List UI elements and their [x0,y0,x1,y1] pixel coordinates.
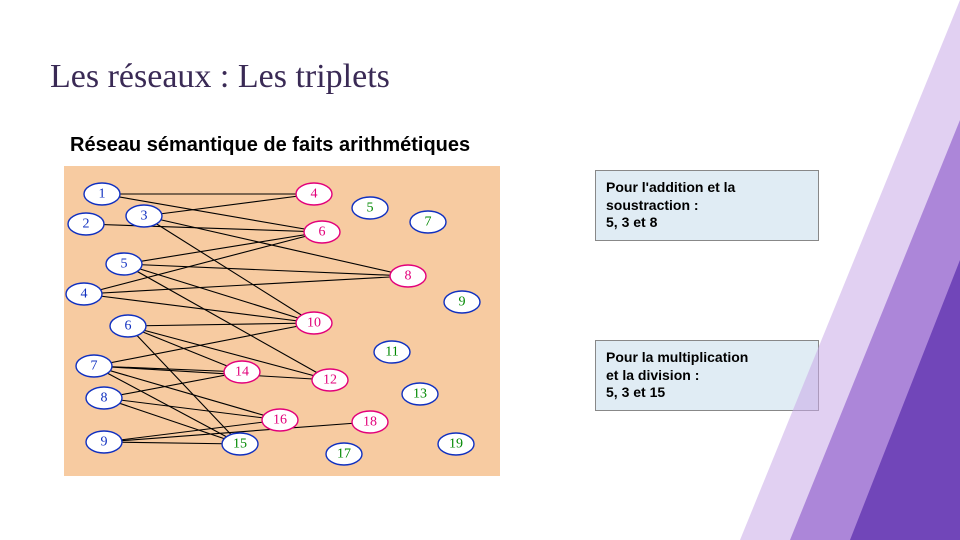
callout-line: soustraction : [606,197,699,213]
edge [124,264,314,323]
node-label: 7 [425,215,432,230]
node-label: 8 [101,391,108,406]
callout-line: 5, 3 et 15 [606,384,665,400]
diagram-subtitle: Réseau sémantique de faits arithmétiques [70,134,470,157]
node-label: 19 [449,437,463,452]
edge [104,442,240,444]
node-label: 9 [101,435,108,450]
edge [128,326,240,444]
edge [128,323,314,326]
node-label: 13 [413,387,427,402]
edge [104,398,280,420]
node-label: 3 [141,209,148,224]
callout-multiplication: Pour la multiplication et la division : … [595,340,819,411]
node-label: 16 [273,413,287,428]
node-label: 15 [233,437,247,452]
callout-addition: Pour l'addition et la soustraction : 5, … [595,170,819,241]
page-title: Les réseaux : Les triplets [50,58,390,96]
node-label: 17 [337,447,351,462]
node-label: 4 [311,187,318,202]
edge [94,366,242,372]
node-label: 12 [323,373,337,388]
edge [128,326,242,372]
node-label: 6 [319,225,326,240]
callout-line: 5, 3 et 8 [606,214,657,230]
node-label: 9 [459,295,466,310]
callout-line: et la division : [606,367,699,383]
node-label: 14 [235,365,249,380]
node-label: 5 [367,201,374,216]
node-label: 4 [81,287,88,302]
node-label: 6 [125,319,132,334]
node-label: 7 [91,359,98,374]
decorative-triangles [700,0,960,540]
edge [104,372,242,398]
edge [84,276,408,294]
edge [124,232,322,264]
node-label: 5 [121,257,128,272]
node-label: 8 [405,269,412,284]
node-label: 18 [363,415,377,430]
edge [144,194,314,216]
callout-line: Pour la multiplication [606,349,748,365]
semantic-network-diagram: 12345678945678910111213141516171819 [64,166,500,476]
network-svg: 12345678945678910111213141516171819 [64,166,500,476]
edge [86,224,322,232]
node-label: 1 [99,187,106,202]
callout-line: Pour l'addition et la [606,179,735,195]
node-label: 2 [83,217,90,232]
node-label: 10 [307,316,321,331]
edge [144,216,314,323]
node-label: 11 [385,345,398,360]
